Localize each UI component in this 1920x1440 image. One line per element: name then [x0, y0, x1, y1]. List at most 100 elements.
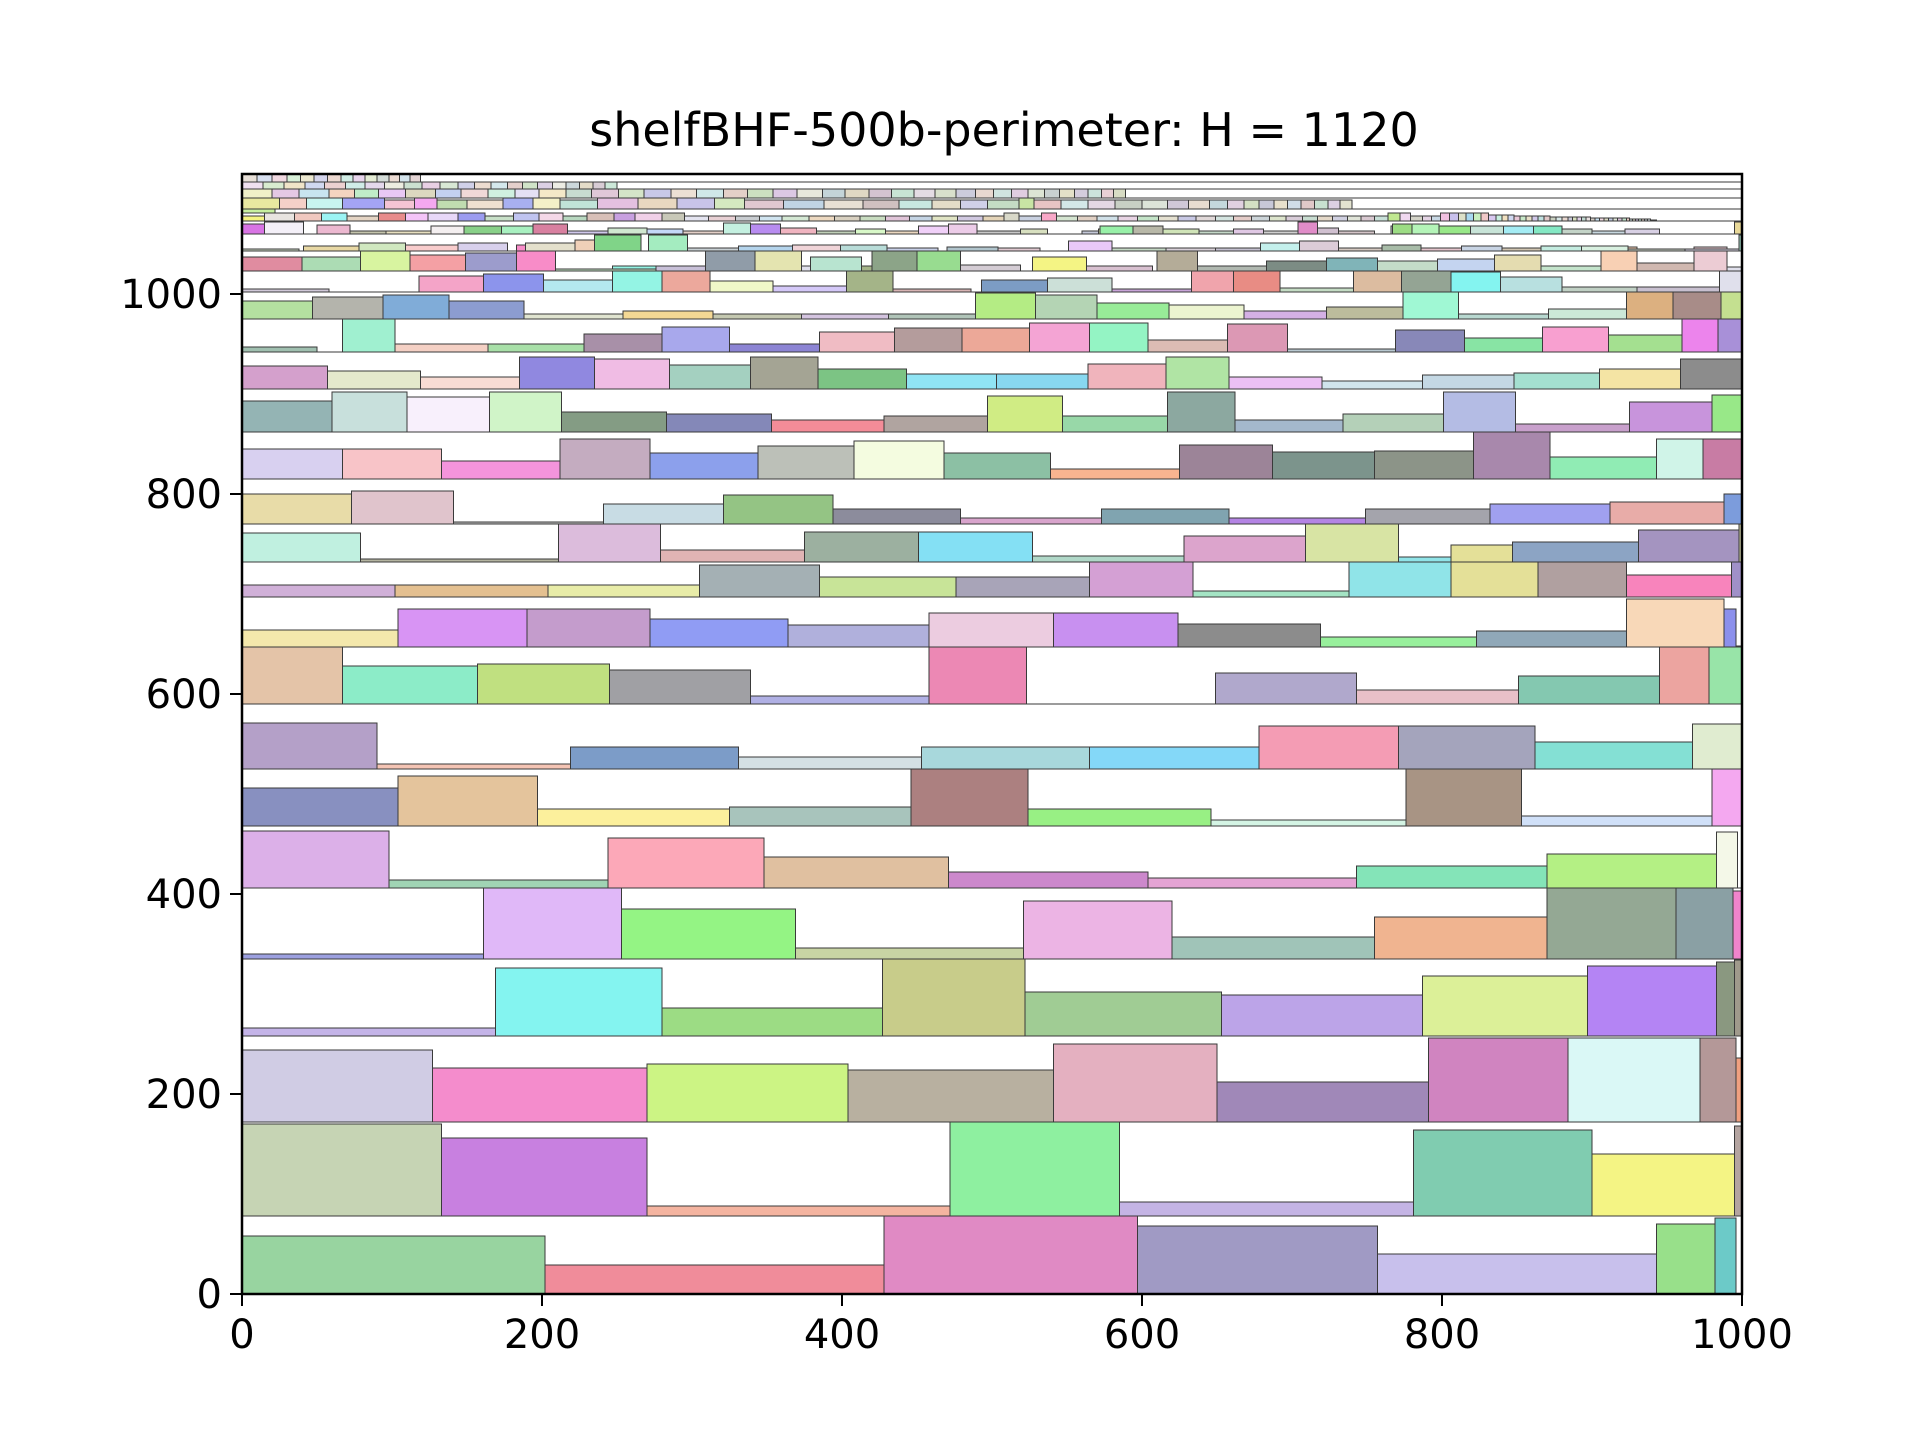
y-tick-label: 1000	[120, 272, 222, 318]
packed-rectangle	[1432, 216, 1441, 221]
packed-rectangle	[442, 461, 561, 479]
packed-rectangle	[944, 453, 1051, 479]
packed-rectangle	[961, 200, 988, 209]
packed-rectangle	[781, 228, 817, 234]
packed-rectangle	[1400, 213, 1411, 221]
packed-rectangle	[595, 359, 670, 389]
packed-rectangle	[533, 198, 560, 209]
packed-rectangle	[994, 189, 1012, 198]
packed-rectangle	[1522, 816, 1713, 826]
y-tick-label: 600	[146, 672, 222, 718]
packed-rectangle	[1402, 268, 1452, 292]
packed-rectangle	[1393, 224, 1413, 234]
packed-rectangle	[317, 225, 350, 234]
packed-rectangle	[545, 1265, 884, 1294]
packed-rectangle	[1513, 542, 1639, 562]
packed-rectangle	[343, 666, 478, 704]
packed-rectangle	[1348, 216, 1362, 221]
packed-rectangle	[1060, 189, 1075, 198]
packed-rectangle	[748, 189, 774, 198]
packed-rectangle	[385, 182, 405, 189]
packed-rectangle	[949, 224, 978, 234]
packed-rectangle	[1550, 217, 1556, 221]
packed-rectangle	[548, 585, 700, 597]
packed-rectangle	[1477, 631, 1627, 647]
packed-rectangle	[883, 954, 1026, 1036]
packed-rectangle	[242, 494, 352, 524]
packed-rectangle	[1609, 335, 1683, 352]
packed-rectangle	[1234, 216, 1252, 221]
packed-rectangle	[398, 609, 527, 647]
packed-rectangle	[1286, 216, 1303, 221]
packed-rectangle	[1115, 200, 1142, 209]
packed-rectangle	[841, 245, 888, 251]
packed-rectangle	[671, 189, 697, 198]
packed-rectangle	[361, 251, 411, 271]
packed-rectangle	[739, 757, 922, 769]
packed-rectangle	[760, 216, 783, 221]
packed-rectangle	[1627, 575, 1732, 597]
packed-rectangle	[919, 532, 1033, 562]
packed-rectangle	[1078, 216, 1098, 221]
packed-rectangle	[1178, 216, 1196, 221]
packed-rectangle	[872, 251, 917, 271]
packed-rectangle	[706, 251, 756, 271]
packed-rectangle	[1534, 226, 1563, 234]
packed-rectangle	[1361, 216, 1375, 221]
packed-rectangle	[1724, 609, 1736, 647]
packed-rectangle	[379, 213, 406, 221]
packed-rectangle	[1459, 213, 1467, 221]
packed-rectangle	[782, 216, 809, 221]
x-tick-label: 600	[1104, 1312, 1180, 1358]
packed-rectangle	[1024, 901, 1173, 959]
packed-rectangle	[848, 1070, 1054, 1122]
packed-rectangle	[1261, 243, 1300, 251]
packed-rectangle	[818, 369, 907, 389]
packed-rectangle	[1471, 226, 1504, 234]
packed-rectangle	[1538, 216, 1544, 221]
packed-rectangle	[1298, 222, 1318, 234]
packed-rectangle	[605, 182, 617, 189]
packed-rectangle	[1412, 224, 1439, 234]
packed-rectangle	[1063, 416, 1168, 432]
packed-rectangle	[1327, 307, 1404, 319]
packed-rectangle	[404, 182, 422, 189]
packed-rectangle	[947, 247, 998, 251]
packed-rectangle	[1550, 457, 1657, 479]
packed-rectangle	[467, 200, 503, 209]
packed-rectangle	[1724, 494, 1742, 524]
packed-rectangle	[566, 182, 580, 189]
packed-rectangle	[1193, 591, 1349, 597]
packed-rectangle	[730, 807, 912, 826]
packed-rectangle	[544, 280, 613, 292]
packed-rectangle	[1357, 690, 1519, 704]
packed-rectangle	[773, 286, 847, 292]
packed-rectangle	[773, 189, 797, 198]
packed-rectangle	[1333, 216, 1348, 221]
packed-rectangle	[410, 255, 466, 271]
packed-rectangle	[730, 344, 820, 352]
packed-rectangle	[355, 189, 379, 198]
packed-rectangle	[491, 182, 508, 189]
packed-rectangle	[635, 213, 662, 221]
packed-rectangle	[1592, 1154, 1735, 1216]
packed-rectangle	[1544, 216, 1550, 221]
packed-rectangle	[884, 1216, 1138, 1294]
packed-rectangle	[739, 246, 793, 251]
packed-rectangle	[242, 209, 275, 213]
packed-rectangle	[1459, 314, 1549, 319]
packed-rectangle	[242, 630, 398, 647]
packed-rectangle	[614, 213, 635, 221]
x-tick-label: 400	[804, 1312, 880, 1358]
packed-rectangle	[1235, 420, 1343, 432]
packed-rectangle	[823, 189, 846, 198]
packed-rectangle	[1481, 213, 1489, 221]
packed-rectangle	[914, 189, 935, 198]
packed-rectangle	[242, 1028, 496, 1036]
packed-rectangle	[710, 281, 773, 292]
packed-rectangle	[929, 613, 1054, 647]
packed-rectangle	[1196, 216, 1216, 221]
packed-rectangle	[592, 189, 619, 198]
packed-rectangle	[856, 229, 886, 234]
packed-rectangle	[661, 550, 805, 562]
